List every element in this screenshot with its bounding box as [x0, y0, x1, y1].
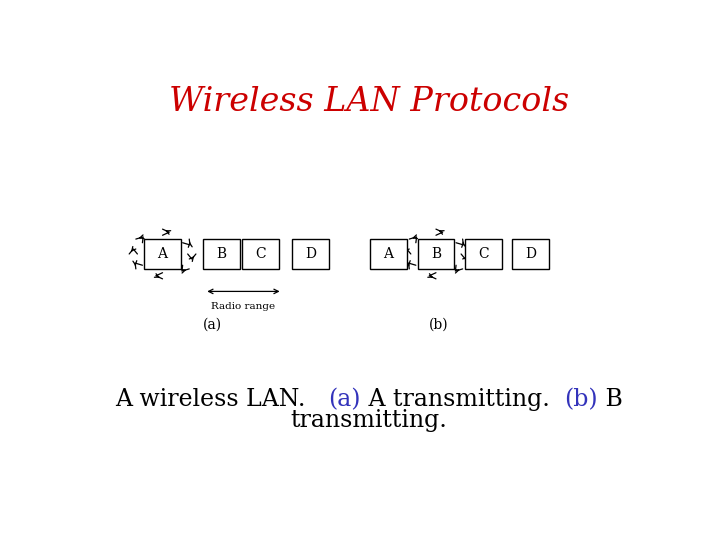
Bar [144, 239, 181, 269]
Text: B: B [431, 247, 441, 261]
Text: (b): (b) [429, 318, 449, 332]
Text: Radio range: Radio range [212, 302, 276, 311]
Text: D: D [526, 247, 536, 261]
Text: A: A [158, 247, 168, 261]
Text: transmitting.: transmitting. [291, 409, 447, 432]
Text: B: B [598, 388, 623, 411]
Text: B: B [216, 247, 226, 261]
Text: C: C [478, 247, 489, 261]
Text: (a): (a) [328, 388, 361, 411]
Text: A: A [384, 247, 394, 261]
Text: A transmitting.: A transmitting. [361, 388, 564, 411]
Bar [242, 239, 279, 269]
Text: C: C [255, 247, 266, 261]
Text: A wireless LAN.: A wireless LAN. [115, 388, 328, 411]
Bar [203, 239, 240, 269]
Bar [465, 239, 502, 269]
Bar [370, 239, 407, 269]
Text: D: D [305, 247, 316, 261]
Text: (a): (a) [203, 318, 222, 332]
Bar [418, 239, 454, 269]
Text: (b): (b) [564, 388, 598, 411]
Bar [513, 239, 549, 269]
Text: Wireless LAN Protocols: Wireless LAN Protocols [169, 86, 569, 118]
Bar [292, 239, 329, 269]
